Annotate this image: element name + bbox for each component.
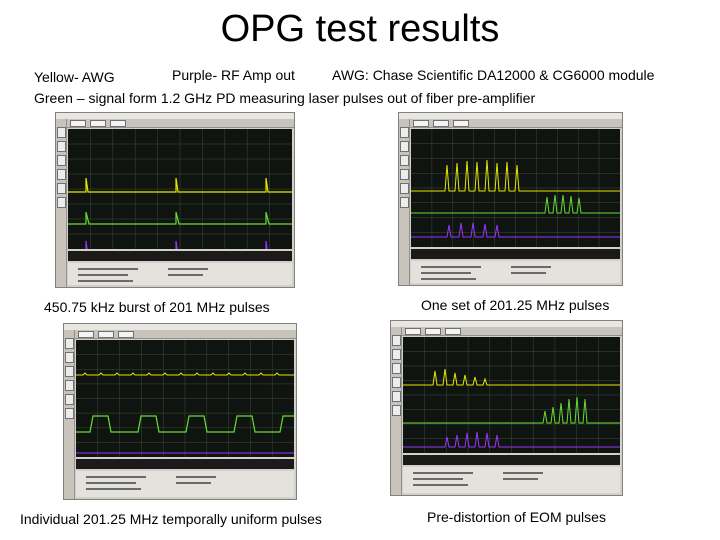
scope-grid bbox=[68, 129, 292, 249]
scope-statusbar bbox=[403, 455, 620, 465]
scope-panel-4 bbox=[390, 320, 623, 496]
caption-panel-4: Pre-distortion of EOM pulses bbox=[427, 509, 606, 525]
purple-trace bbox=[85, 240, 268, 249]
scope-measurements bbox=[403, 467, 620, 493]
scope-toolbar bbox=[401, 327, 622, 336]
scope-statusbar bbox=[68, 251, 292, 261]
yellow-trace bbox=[68, 177, 292, 193]
green-trace bbox=[411, 194, 620, 214]
scope-screen bbox=[68, 129, 292, 249]
green-trace bbox=[403, 396, 620, 424]
scope-grid bbox=[403, 337, 620, 453]
scope-panel-3 bbox=[63, 323, 297, 500]
caption-panel-3: Individual 201.25 MHz temporally uniform… bbox=[20, 511, 322, 527]
green-trace bbox=[68, 211, 292, 225]
scope-statusbar bbox=[76, 459, 294, 469]
scope-sidebar bbox=[399, 119, 410, 285]
scope-sidebar bbox=[64, 330, 75, 499]
yellow-trace bbox=[411, 159, 620, 192]
scope-measurements bbox=[76, 471, 294, 497]
scope-sidebar bbox=[391, 327, 402, 495]
scope-toolbar bbox=[66, 119, 294, 128]
scope-screen bbox=[403, 337, 620, 453]
purple-trace bbox=[411, 222, 620, 238]
legend-awg: AWG: Chase Scientific DA12000 & CG6000 m… bbox=[332, 67, 655, 83]
scope-panel-2 bbox=[398, 112, 623, 286]
green-trace bbox=[76, 415, 294, 433]
scope-sidebar bbox=[56, 119, 67, 287]
legend-green: Green – signal form 1.2 GHz PD measuring… bbox=[34, 90, 536, 106]
scope-screen bbox=[411, 129, 620, 247]
legend-purple: Purple- RF Amp out bbox=[172, 67, 295, 83]
scope-grid bbox=[76, 340, 294, 457]
scope-measurements bbox=[411, 261, 620, 283]
scope-toolbar bbox=[74, 330, 296, 339]
slide-title: OPG test results bbox=[220, 8, 500, 50]
scope-screen bbox=[76, 340, 294, 457]
scope-grid bbox=[411, 129, 620, 247]
caption-panel-1: 450.75 kHz burst of 201 MHz pulses bbox=[44, 299, 270, 315]
yellow-trace bbox=[403, 368, 620, 386]
scope-panel-1 bbox=[55, 112, 295, 288]
yellow-trace bbox=[76, 372, 294, 376]
purple-trace bbox=[403, 431, 620, 448]
caption-panel-2: One set of 201.25 MHz pulses bbox=[421, 297, 610, 313]
scope-statusbar bbox=[411, 249, 620, 259]
legend-yellow: Yellow- AWG bbox=[34, 69, 115, 85]
scope-measurements bbox=[68, 263, 292, 285]
scope-toolbar bbox=[409, 119, 622, 128]
